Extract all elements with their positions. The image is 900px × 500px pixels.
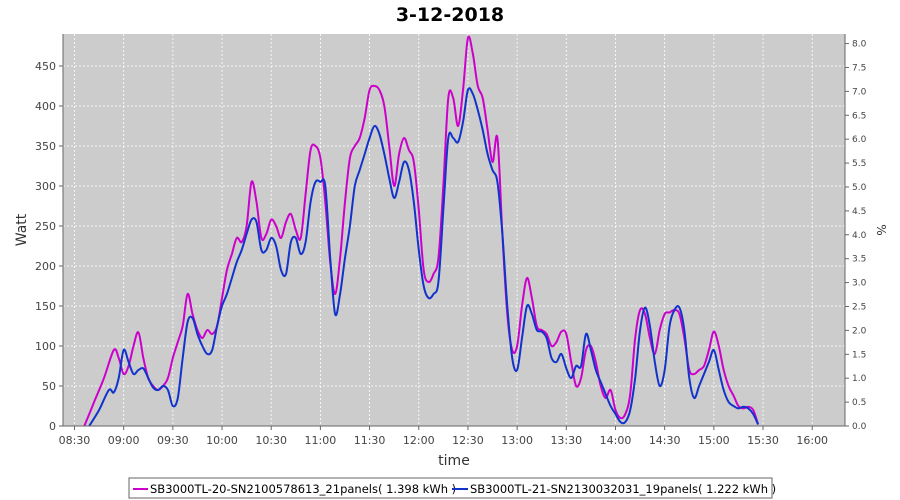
y-tick-label: 100 [35,340,56,353]
y2-tick-label: 7.0 [852,87,867,97]
y2-tick-label: 5.5 [852,159,866,169]
y-tick-label: 250 [35,220,56,233]
x-tick-label: 11:00 [305,434,337,447]
y-tick-label: 150 [35,300,56,313]
y2-tick-label: 2.5 [852,302,866,312]
x-tick-label: 11:30 [354,434,386,447]
grid [63,34,845,427]
x-tick-label: 15:30 [747,434,779,447]
y2-tick-label: 1.0 [852,374,867,384]
y2-tick-label: 5.0 [852,183,867,193]
plot-area [63,34,845,426]
series-layer [83,35,760,427]
y2-tick-label: 1.5 [852,350,866,360]
y-tick-label: 200 [35,260,56,273]
y-axis-label: Watt [14,213,30,246]
x-tick-label: 08:30 [59,434,91,447]
x-tick-label: 15:00 [698,434,730,447]
x-tick-label: 14:00 [600,434,632,447]
y2-tick-label: 4.0 [852,231,867,241]
x-tick-label: 13:00 [501,434,533,447]
x-tick-label: 09:00 [108,434,140,447]
x-tick-label: 10:30 [255,434,287,447]
y2-tick-label: 2.0 [852,326,867,336]
y-tick-label: 0 [49,420,56,433]
y2-tick-label: 3.0 [852,279,867,289]
y-tick-label: 400 [35,100,56,113]
series-line-2 [88,87,760,427]
y2-tick-label: 4.5 [852,207,866,217]
y2-tick-label: 6.5 [852,111,866,121]
legend-box [128,477,773,499]
legend-entry-series-1: SB3000TL-20-SN2100578613_21panels( 1.398… [150,482,456,496]
y2-tick-label: 3.5 [852,255,866,265]
y-tick-label: 450 [35,60,56,73]
legend: SB3000TL-20-SN2100578613_21panels( 1.398… [128,477,776,499]
series-line-1 [83,35,760,427]
x-tick-label: 12:30 [452,434,484,447]
y2-tick-label: 8.0 [852,40,867,50]
y-tick-label: 300 [35,180,56,193]
x-tick-label: 13:30 [550,434,582,447]
y-tick-label: 350 [35,140,56,153]
left-axis: 0 50 100 150 200 250 300 350 400 450 [35,34,64,433]
y2-tick-label: 6.0 [852,135,867,145]
x-tick-label: 16:00 [796,434,828,447]
y2-tick-label: 7.5 [852,63,866,73]
y-tick-label: 50 [42,380,56,393]
x-tick-label: 14:30 [649,434,681,447]
legend-entry-series-2: SB3000TL-21-SN2130032031_19panels( 1.222… [470,482,776,496]
x-tick-label: 09:30 [157,434,189,447]
chart-title: 3-12-2018 [396,4,504,26]
y2-tick-label: 0.5 [852,398,866,408]
x-tick-label: 10:00 [206,434,238,447]
y2-tick-label: 0.0 [852,422,867,432]
x-tick-label: 12:00 [403,434,435,447]
y2-axis-label: % [874,224,888,235]
x-axis-label: time [438,453,470,469]
right-axis: 0.0 0.5 1.0 1.5 2.0 2.5 3.0 3.5 4.0 4.5 5.0 5.5 6.0 6… [844,34,867,432]
bottom-axis: 08:30 09:00 09:30 10:00 10:30 11:00 11:30 12:00… [59,425,845,447]
